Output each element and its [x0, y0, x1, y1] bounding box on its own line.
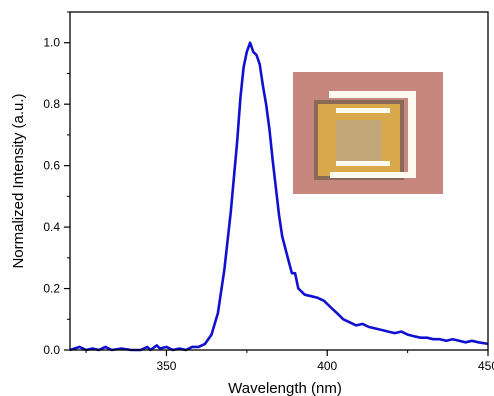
x-tick-label: 450: [478, 359, 494, 373]
inset-window: [336, 120, 382, 162]
y-tick-label: 0.8: [43, 97, 60, 111]
series-line: [69, 41, 489, 352]
inset-device-photo: [293, 72, 443, 194]
ticks-layer: 0.0 0.2 0.4 0.6 0.8 1.0 350 400 450: [43, 11, 494, 373]
x-tick-label: 400: [317, 359, 337, 373]
x-axis-title: Wavelength (nm): [228, 380, 342, 396]
x-tick-label: 350: [156, 359, 176, 373]
inset-contact-finger-bottom: [336, 161, 390, 166]
inset-contact-finger-top: [336, 108, 390, 113]
y-tick-label: 1.0: [43, 36, 60, 50]
y-tick-label: 0.4: [43, 220, 60, 234]
y-tick-label: 0.2: [43, 282, 60, 296]
y-tick-label: 0.6: [43, 159, 60, 173]
y-tick-label: 0.0: [43, 343, 60, 357]
plot-frame: [69, 11, 489, 351]
y-axis-title: Normalized Intensity (a.u.): [10, 93, 27, 268]
